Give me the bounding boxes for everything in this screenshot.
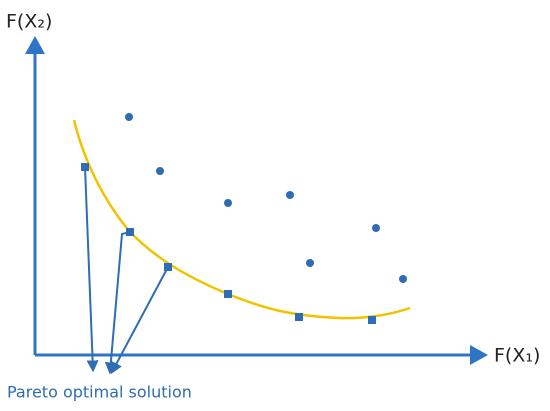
y-axis-arrow (25, 36, 45, 54)
dominated-points (125, 113, 407, 283)
pareto-front (72, 119, 411, 320)
x-axis-label: F(X₁) (494, 345, 540, 367)
annotation: Pareto optimal solution (7, 383, 192, 402)
pointer-arrows (84, 166, 169, 375)
y-axis-label: F(X₂) (6, 11, 52, 33)
pareto-points (81, 163, 376, 324)
x-axis-arrow (470, 345, 488, 365)
